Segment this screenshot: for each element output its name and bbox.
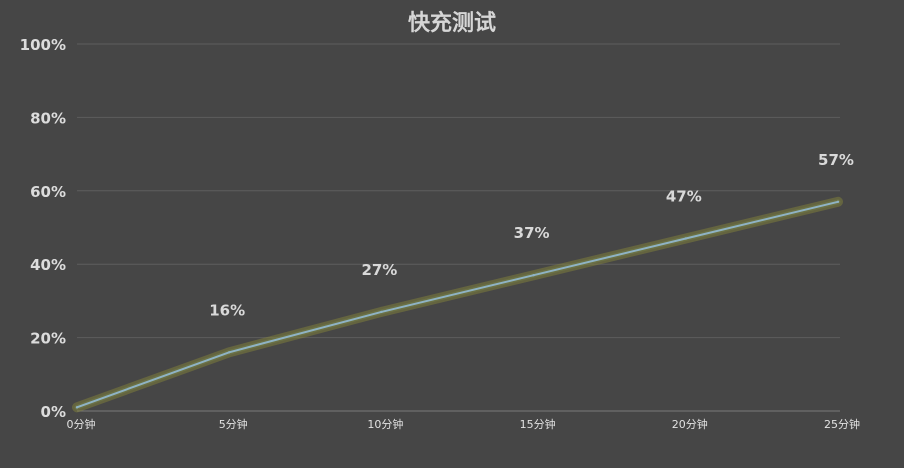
grid-lines	[77, 43, 840, 412]
y-axis-tick-labels: 0% 20% 40% 60% 80% 100%	[20, 36, 66, 421]
x-tick-label: 5分钟	[219, 417, 248, 431]
y-tick-label: 80%	[30, 109, 66, 127]
data-label: 16%	[209, 301, 245, 319]
y-tick-label: 0%	[41, 403, 66, 421]
y-tick-label: 100%	[20, 36, 66, 54]
data-label: 47%	[666, 188, 702, 206]
y-tick-label: 60%	[30, 183, 66, 201]
data-label: 57%	[818, 151, 854, 169]
series-line	[76, 200, 839, 409]
data-point	[75, 406, 79, 409]
series-line-glow	[72, 196, 843, 413]
x-tick-label: 10分钟	[367, 417, 403, 431]
data-point	[380, 310, 383, 314]
data-label: 37%	[514, 224, 550, 242]
y-tick-label: 20%	[30, 330, 66, 348]
chart-title: 快充测试	[408, 10, 496, 36]
x-tick-label: 15分钟	[520, 417, 556, 431]
x-tick-label: 0分钟	[67, 417, 96, 431]
data-point	[836, 200, 840, 204]
x-tick-label: 25分钟	[824, 417, 860, 431]
x-axis-tick-labels: 0分钟 5分钟 10分钟 15分钟 20分钟 25分钟	[67, 417, 861, 431]
data-point	[532, 274, 535, 277]
y-tick-label: 40%	[30, 256, 66, 274]
data-point	[684, 237, 687, 240]
series-layer	[72, 196, 843, 413]
data-label: 27%	[361, 261, 397, 279]
data-labels: 16% 27% 37% 47% 57%	[209, 151, 854, 319]
data-point	[228, 351, 231, 354]
x-tick-label: 20分钟	[672, 417, 708, 431]
